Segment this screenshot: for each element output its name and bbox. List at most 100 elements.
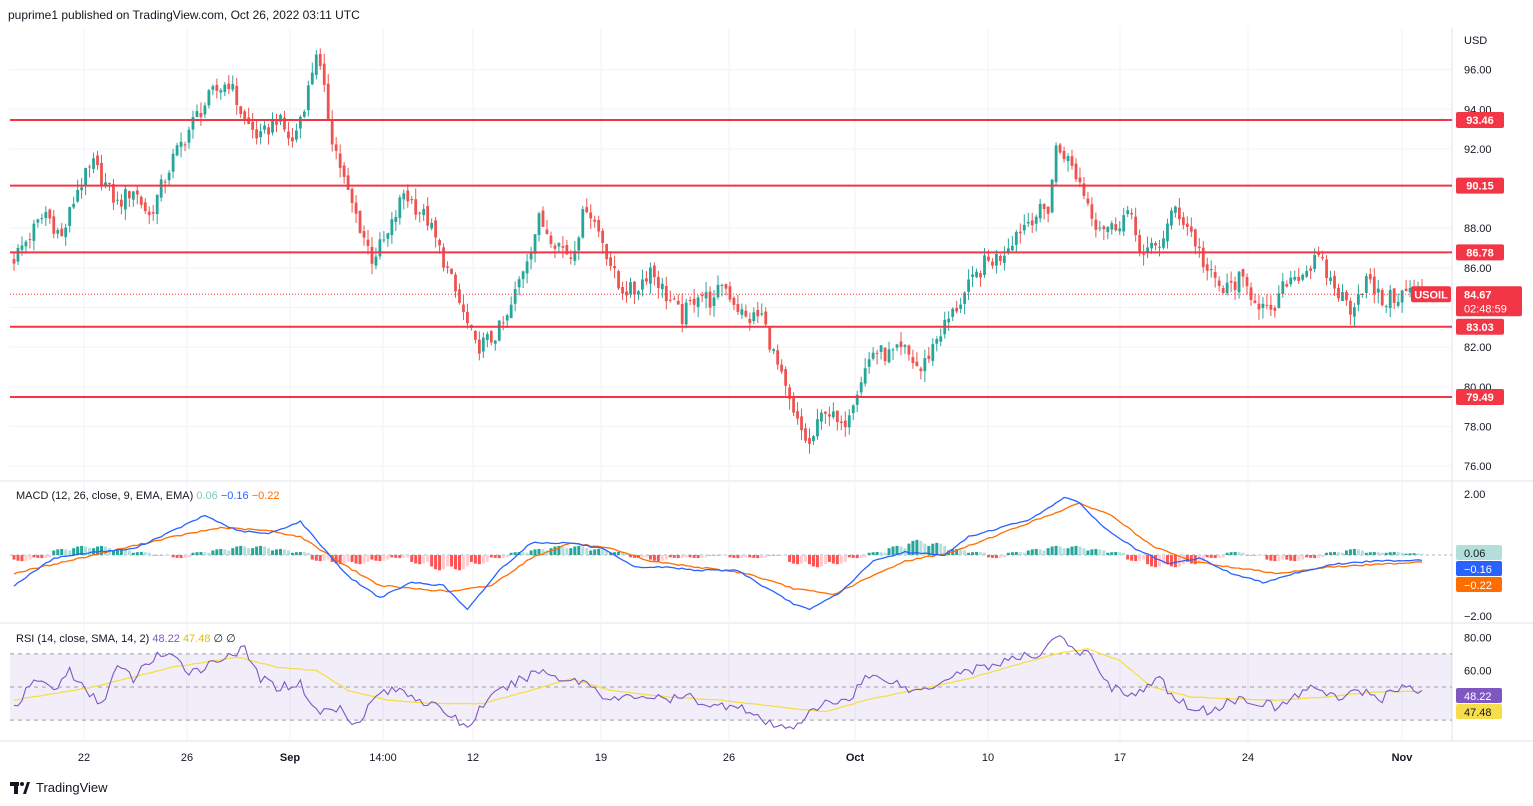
candle-body — [211, 86, 215, 90]
macd-histogram-bar — [1010, 552, 1014, 556]
candle-body — [1225, 282, 1229, 294]
macd-pane[interactable]: MACD (12, 26, close, 9, EMA, EMA) 0.06 −… — [10, 490, 1452, 611]
candle-body — [1285, 284, 1289, 287]
macd-histogram-bar — [493, 555, 497, 558]
macd-histogram-bar — [756, 555, 760, 559]
macd-histogram-bar — [525, 552, 529, 556]
macd-histogram-bar — [835, 555, 839, 565]
candle-body — [267, 127, 270, 135]
macd-histogram-bar — [1404, 553, 1408, 556]
macd-histogram-bar — [581, 546, 585, 556]
price-pane[interactable] — [10, 48, 1452, 454]
candle-body — [581, 209, 585, 238]
candle-body — [223, 84, 227, 92]
macd-histogram-bar — [80, 545, 84, 556]
macd-histogram-bar — [275, 549, 279, 556]
candle-body — [899, 341, 903, 348]
rsi-value-badge — [1456, 688, 1502, 703]
macd-histogram-bar — [259, 545, 263, 556]
candle-body — [24, 241, 28, 247]
macd-histogram-bar — [211, 550, 215, 556]
macd-histogram-bar — [632, 555, 636, 558]
candle-body — [1034, 216, 1038, 224]
macd-histogram-bar — [688, 555, 692, 558]
candle-body — [1325, 259, 1328, 279]
candle-body — [12, 258, 16, 264]
candle-body — [414, 199, 418, 215]
price-tick-label: 96.00 — [1464, 65, 1492, 77]
candle-body — [812, 436, 815, 442]
macd-histogram-bar — [760, 555, 764, 558]
candle-body — [306, 85, 310, 111]
macd-histogram-bar — [342, 555, 346, 564]
candle-body — [1102, 226, 1106, 230]
macd-histogram-bar — [318, 555, 322, 562]
candle-body — [1018, 231, 1022, 234]
macd-histogram-bar — [676, 555, 680, 559]
macd-histogram-bar — [1026, 550, 1030, 556]
candle-body — [1380, 289, 1384, 306]
candle-body — [147, 211, 151, 216]
macd-histogram-bar — [414, 555, 418, 564]
macd-histogram-bar — [231, 548, 235, 556]
macd-histogram-bar — [1273, 555, 1277, 562]
candle-body — [593, 219, 597, 222]
rsi-pane[interactable]: RSI (14, close, SMA, 14, 2) 48.22 47.48 … — [10, 633, 1452, 730]
macd-histogram-bar — [28, 555, 32, 560]
candle-body — [1042, 204, 1046, 210]
last-price-label: 84.67 — [1464, 289, 1492, 301]
macd-histogram-bar — [545, 550, 549, 556]
macd-histogram-bar — [1336, 552, 1340, 556]
macd-histogram-bar — [378, 555, 382, 562]
macd-signal-line — [13, 502, 1423, 596]
macd-histogram-bar — [1078, 546, 1082, 556]
macd-histogram-bar — [48, 555, 52, 558]
macd-histogram-bar — [1265, 555, 1269, 560]
macd-histogram-bar — [1348, 549, 1352, 556]
macd-histogram-bar — [1364, 552, 1368, 556]
macd-histogram-bar — [442, 555, 446, 570]
candle-body — [434, 220, 438, 238]
macd-histogram-bar — [430, 555, 434, 567]
candle-body — [1138, 235, 1142, 253]
candle-body — [203, 105, 207, 115]
macd-histogram-bar — [1233, 552, 1237, 556]
candle-body — [80, 187, 84, 191]
candle-body — [462, 304, 465, 313]
macd-histogram-bar — [1181, 555, 1185, 565]
candle-body — [1181, 217, 1185, 225]
level-price-label: 83.03 — [1466, 322, 1494, 334]
candle-body — [287, 131, 290, 139]
candle-body — [1245, 277, 1249, 287]
macd-histogram-bar — [1388, 552, 1392, 556]
macd-histogram-bar — [406, 555, 410, 558]
rsi-line — [13, 635, 1423, 730]
macd-histogram-bar — [199, 552, 203, 556]
candle-body — [1313, 255, 1317, 270]
macd-histogram-bar — [131, 552, 135, 556]
macd-histogram-bar — [804, 555, 808, 562]
candle-body — [1158, 246, 1161, 248]
time-tick-label: 14:00 — [369, 752, 397, 764]
macd-histogram-bar — [1062, 548, 1066, 556]
candle-body — [827, 414, 831, 417]
macd-histogram-bar — [36, 555, 40, 558]
macd-histogram-bar — [1340, 552, 1344, 556]
candle-body — [450, 268, 453, 274]
time-tick-label: Nov — [1392, 752, 1414, 764]
footer[interactable]: TradingView — [10, 780, 108, 795]
macd-histogram-bar — [1293, 555, 1297, 562]
macd-value-label: −0.16 — [1464, 564, 1492, 576]
macd-histogram-bar — [1289, 555, 1293, 561]
macd-histogram-bar — [1150, 555, 1154, 567]
macd-histogram-bar — [776, 555, 780, 556]
candle-body — [1396, 302, 1400, 306]
macd-histogram-bar — [426, 555, 430, 562]
macd-histogram-bar — [1237, 552, 1241, 556]
candle-body — [1297, 276, 1301, 282]
macd-histogram-bar — [477, 555, 481, 565]
macd-histogram-bar — [724, 555, 728, 556]
macd-histogram-bar — [752, 555, 756, 558]
candle-body — [1293, 277, 1297, 280]
